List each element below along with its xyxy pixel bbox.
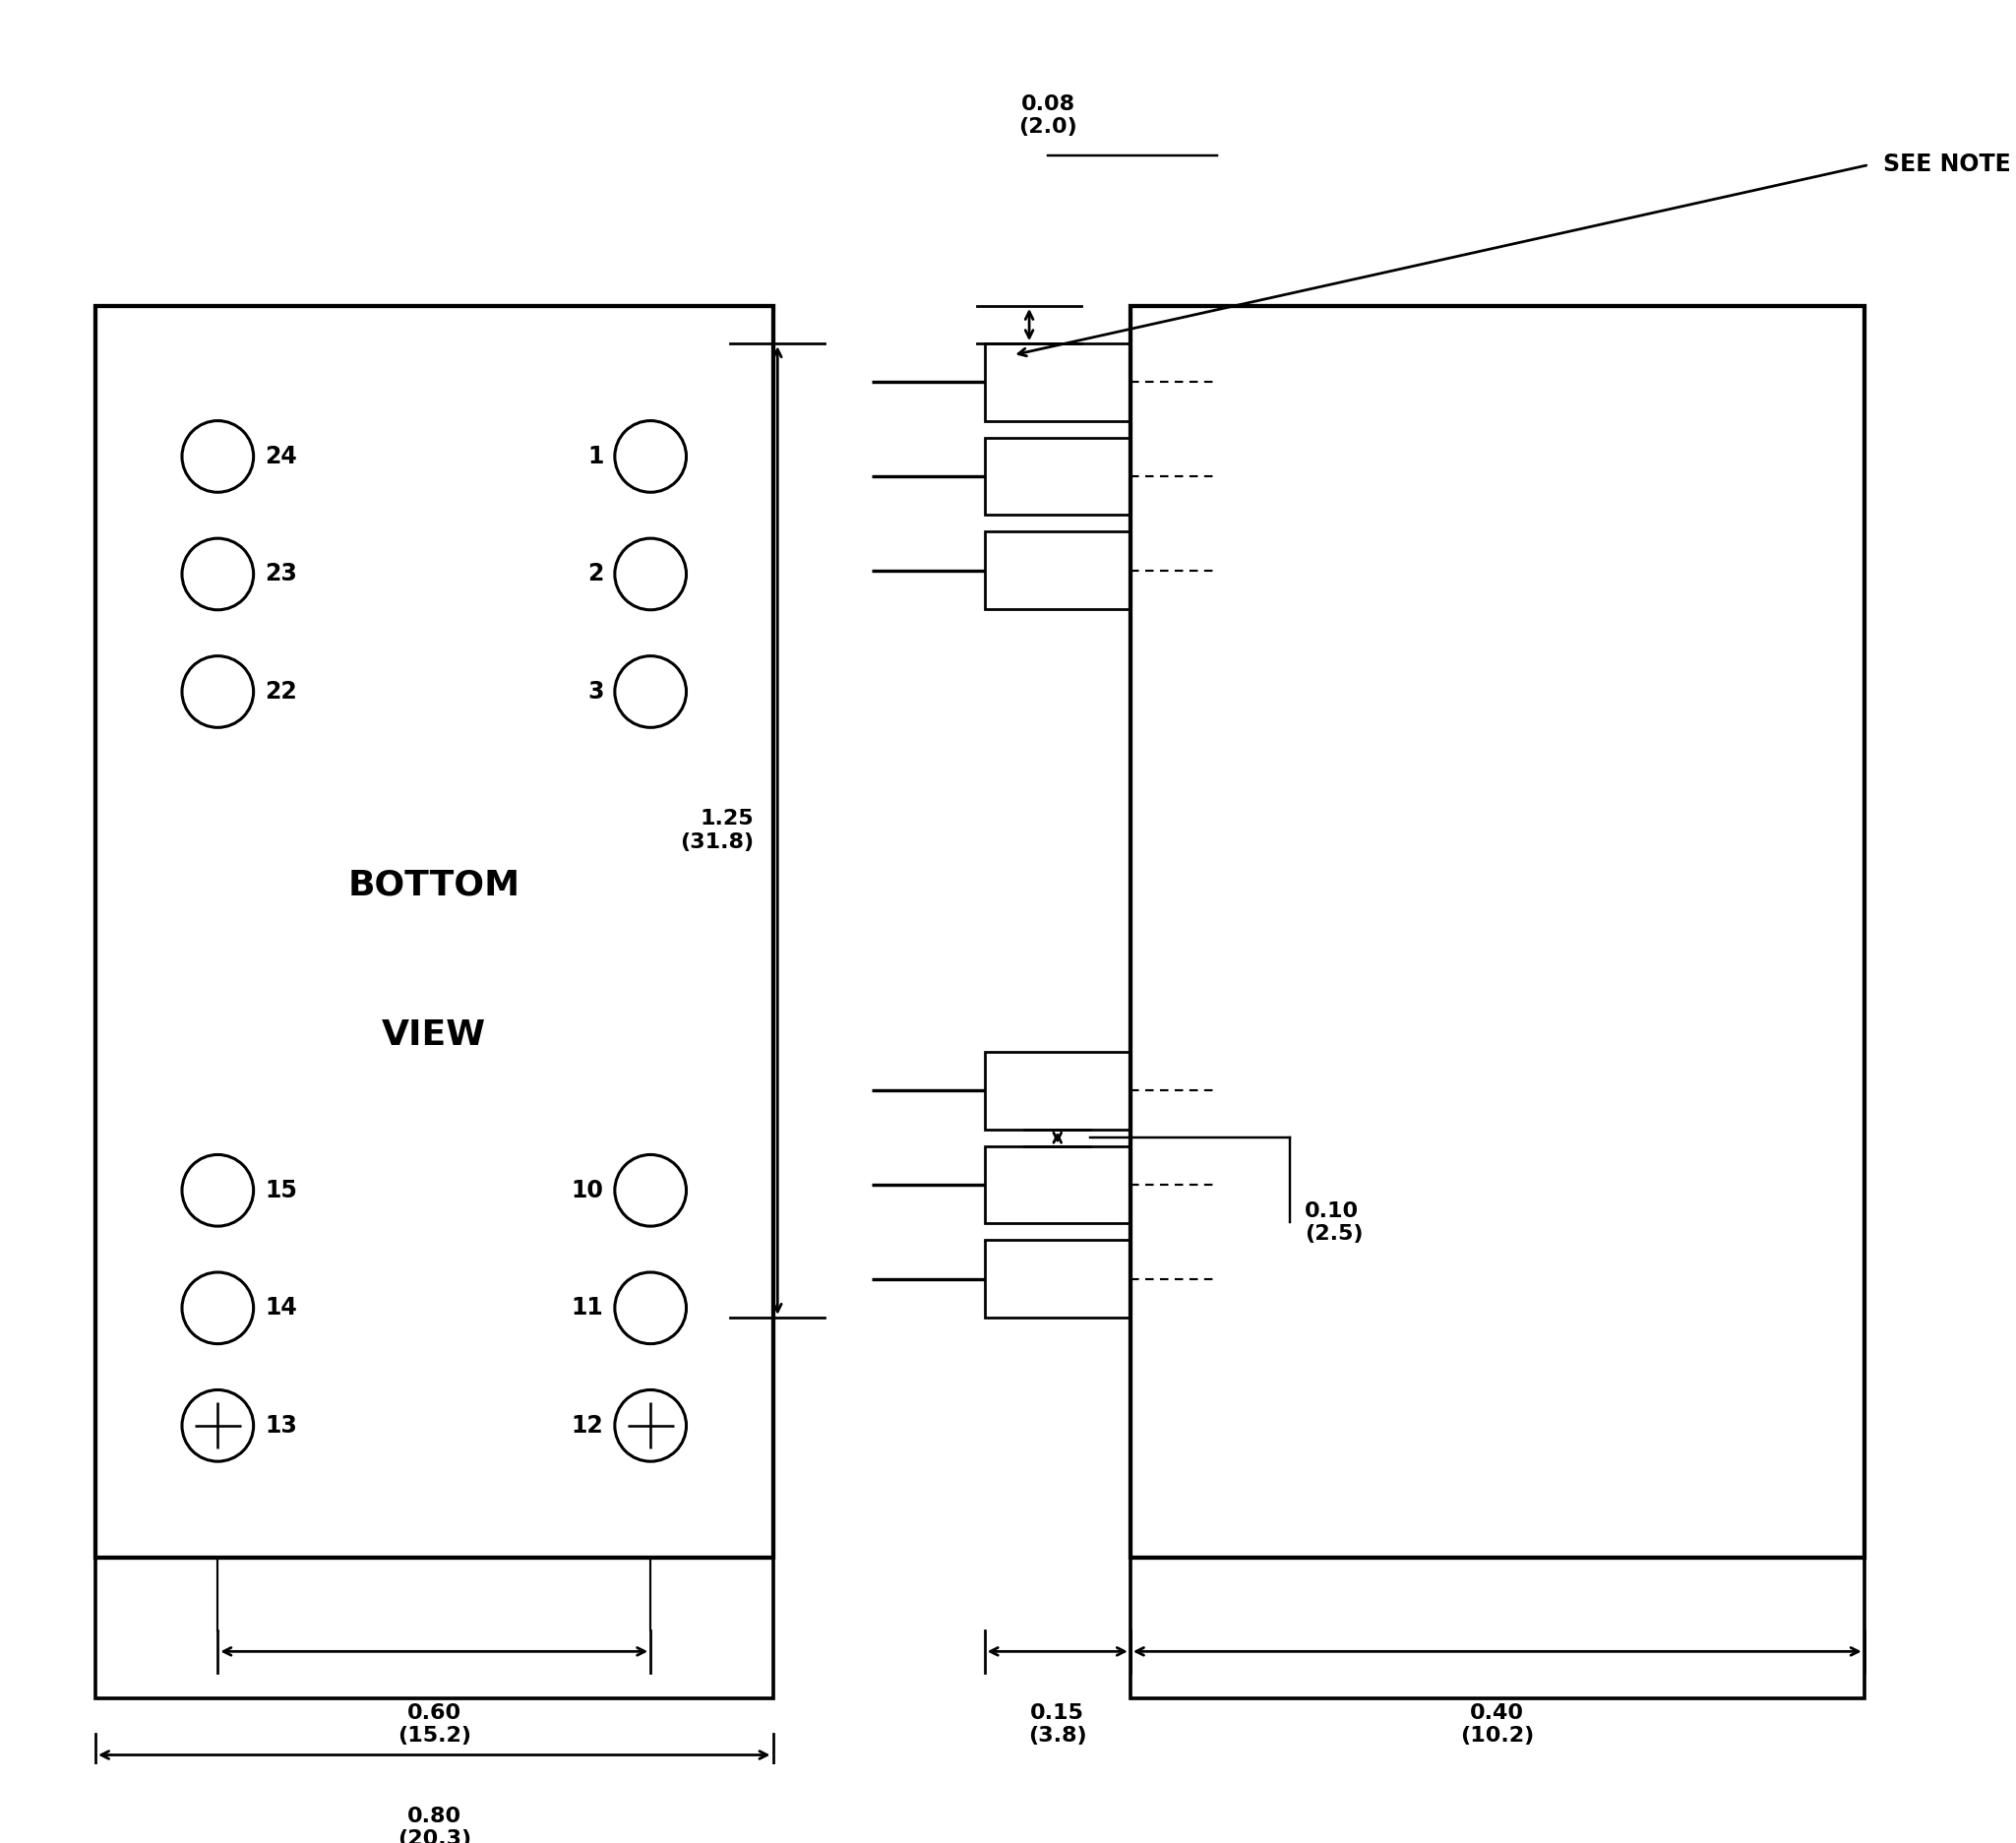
Text: 0.80
(20.3): 0.80 (20.3) [397,1806,472,1843]
Text: 0.10
(2.5): 0.10 (2.5) [1304,1202,1363,1244]
Text: 10: 10 [571,1180,603,1202]
Text: 0.40
(10.2): 0.40 (10.2) [1460,1703,1534,1745]
Bar [984,1146,1131,1224]
Bar [984,533,1131,608]
Text: 2: 2 [587,562,603,586]
Text: BOTTOM: BOTTOM [349,868,520,901]
Text: 24: 24 [264,444,296,468]
Text: 23: 23 [264,562,296,586]
Text: 11: 11 [571,1296,603,1320]
Bar [984,1052,1131,1130]
Text: 1: 1 [587,444,603,468]
Bar [984,343,1131,420]
Bar [984,1240,1131,1318]
Text: SEE NOTE: SEE NOTE [1883,153,2010,177]
Text: 22: 22 [264,680,296,704]
Bar [1131,1557,1865,1699]
Bar [1131,306,1865,1557]
Text: 0.60
(15.2): 0.60 (15.2) [397,1703,472,1745]
Text: 3: 3 [587,680,603,704]
Bar [95,1557,772,1699]
Text: 15: 15 [264,1180,296,1202]
Bar [95,306,772,1557]
Bar [984,437,1131,514]
Text: VIEW: VIEW [381,1019,486,1052]
Text: 0.08
(2.0): 0.08 (2.0) [1018,94,1077,136]
Text: 12: 12 [571,1414,603,1438]
Text: 14: 14 [264,1296,296,1320]
Text: 13: 13 [264,1414,296,1438]
Text: 1.25
(31.8): 1.25 (31.8) [679,809,754,851]
Text: 0.15
(3.8): 0.15 (3.8) [1028,1703,1087,1745]
